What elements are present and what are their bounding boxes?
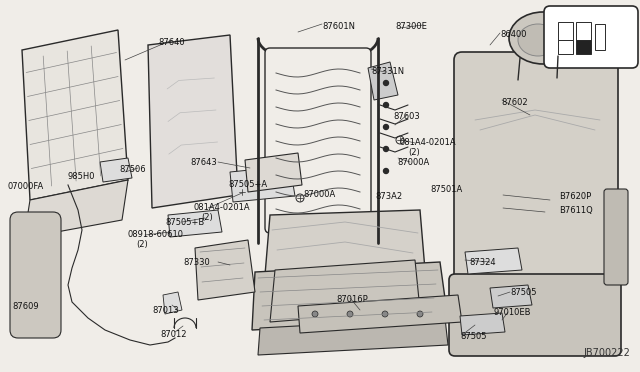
Text: B7620P: B7620P bbox=[559, 192, 591, 201]
Text: 87300E: 87300E bbox=[395, 22, 427, 31]
Polygon shape bbox=[368, 62, 398, 100]
Circle shape bbox=[347, 311, 353, 317]
Text: 87505: 87505 bbox=[510, 288, 536, 297]
Text: 87603: 87603 bbox=[393, 112, 420, 121]
Text: (2): (2) bbox=[136, 240, 148, 249]
Text: 87505+B: 87505+B bbox=[165, 218, 204, 227]
Text: 08918-60610: 08918-60610 bbox=[128, 230, 184, 239]
Text: 87501A: 87501A bbox=[430, 185, 462, 194]
Text: 87000A: 87000A bbox=[303, 190, 335, 199]
Polygon shape bbox=[245, 153, 302, 192]
Polygon shape bbox=[252, 262, 448, 330]
Text: 97010EB: 97010EB bbox=[493, 308, 531, 317]
Text: 87330: 87330 bbox=[183, 258, 210, 267]
Polygon shape bbox=[490, 285, 532, 308]
Ellipse shape bbox=[518, 24, 558, 56]
Polygon shape bbox=[460, 313, 505, 335]
Bar bbox=[595, 24, 605, 50]
Text: (2): (2) bbox=[201, 213, 212, 222]
Text: (2): (2) bbox=[408, 148, 420, 157]
Bar bbox=[576, 22, 591, 40]
Circle shape bbox=[312, 311, 318, 317]
Circle shape bbox=[383, 80, 388, 86]
Circle shape bbox=[383, 103, 388, 108]
Polygon shape bbox=[465, 248, 522, 274]
Polygon shape bbox=[270, 260, 420, 322]
Text: 86400: 86400 bbox=[500, 30, 527, 39]
Circle shape bbox=[383, 169, 388, 173]
Polygon shape bbox=[168, 210, 222, 237]
Polygon shape bbox=[265, 210, 425, 275]
Text: 081A4-0201A: 081A4-0201A bbox=[400, 138, 456, 147]
Text: 87609: 87609 bbox=[12, 302, 38, 311]
Polygon shape bbox=[24, 180, 128, 238]
FancyBboxPatch shape bbox=[265, 48, 371, 233]
Circle shape bbox=[417, 311, 423, 317]
Circle shape bbox=[383, 147, 388, 151]
Text: 87640: 87640 bbox=[158, 38, 184, 47]
Text: 873A2: 873A2 bbox=[375, 192, 402, 201]
Ellipse shape bbox=[509, 12, 577, 64]
Polygon shape bbox=[100, 158, 132, 182]
Text: 87012: 87012 bbox=[160, 330, 186, 339]
Text: JB700222: JB700222 bbox=[583, 348, 630, 358]
Text: 07000FA: 07000FA bbox=[8, 182, 44, 191]
Polygon shape bbox=[258, 318, 448, 355]
FancyBboxPatch shape bbox=[454, 52, 618, 298]
Polygon shape bbox=[22, 30, 128, 200]
FancyBboxPatch shape bbox=[10, 212, 61, 338]
Polygon shape bbox=[148, 35, 238, 208]
Bar bbox=[576, 40, 591, 54]
FancyBboxPatch shape bbox=[544, 6, 638, 68]
Text: 87331N: 87331N bbox=[371, 67, 404, 76]
Polygon shape bbox=[195, 240, 255, 300]
Polygon shape bbox=[298, 295, 462, 333]
Text: 87602: 87602 bbox=[501, 98, 527, 107]
FancyBboxPatch shape bbox=[604, 189, 628, 285]
Text: 87000A: 87000A bbox=[397, 158, 429, 167]
Circle shape bbox=[383, 125, 388, 129]
Text: B7611Q: B7611Q bbox=[559, 206, 593, 215]
Text: 87013: 87013 bbox=[152, 306, 179, 315]
Text: 081A4-0201A: 081A4-0201A bbox=[193, 203, 250, 212]
Bar bbox=[558, 40, 573, 54]
Text: 87324: 87324 bbox=[469, 258, 495, 267]
FancyBboxPatch shape bbox=[449, 274, 621, 356]
Circle shape bbox=[382, 311, 388, 317]
Text: 985H0: 985H0 bbox=[68, 172, 95, 181]
Text: 87505: 87505 bbox=[460, 332, 486, 341]
Text: 87016P: 87016P bbox=[336, 295, 368, 304]
Text: 87643: 87643 bbox=[190, 158, 217, 167]
Polygon shape bbox=[230, 166, 295, 202]
Text: 87505+A: 87505+A bbox=[228, 180, 267, 189]
Text: 87506: 87506 bbox=[119, 165, 146, 174]
Text: 87601N: 87601N bbox=[322, 22, 355, 31]
Polygon shape bbox=[163, 292, 182, 314]
Bar bbox=[558, 22, 573, 40]
